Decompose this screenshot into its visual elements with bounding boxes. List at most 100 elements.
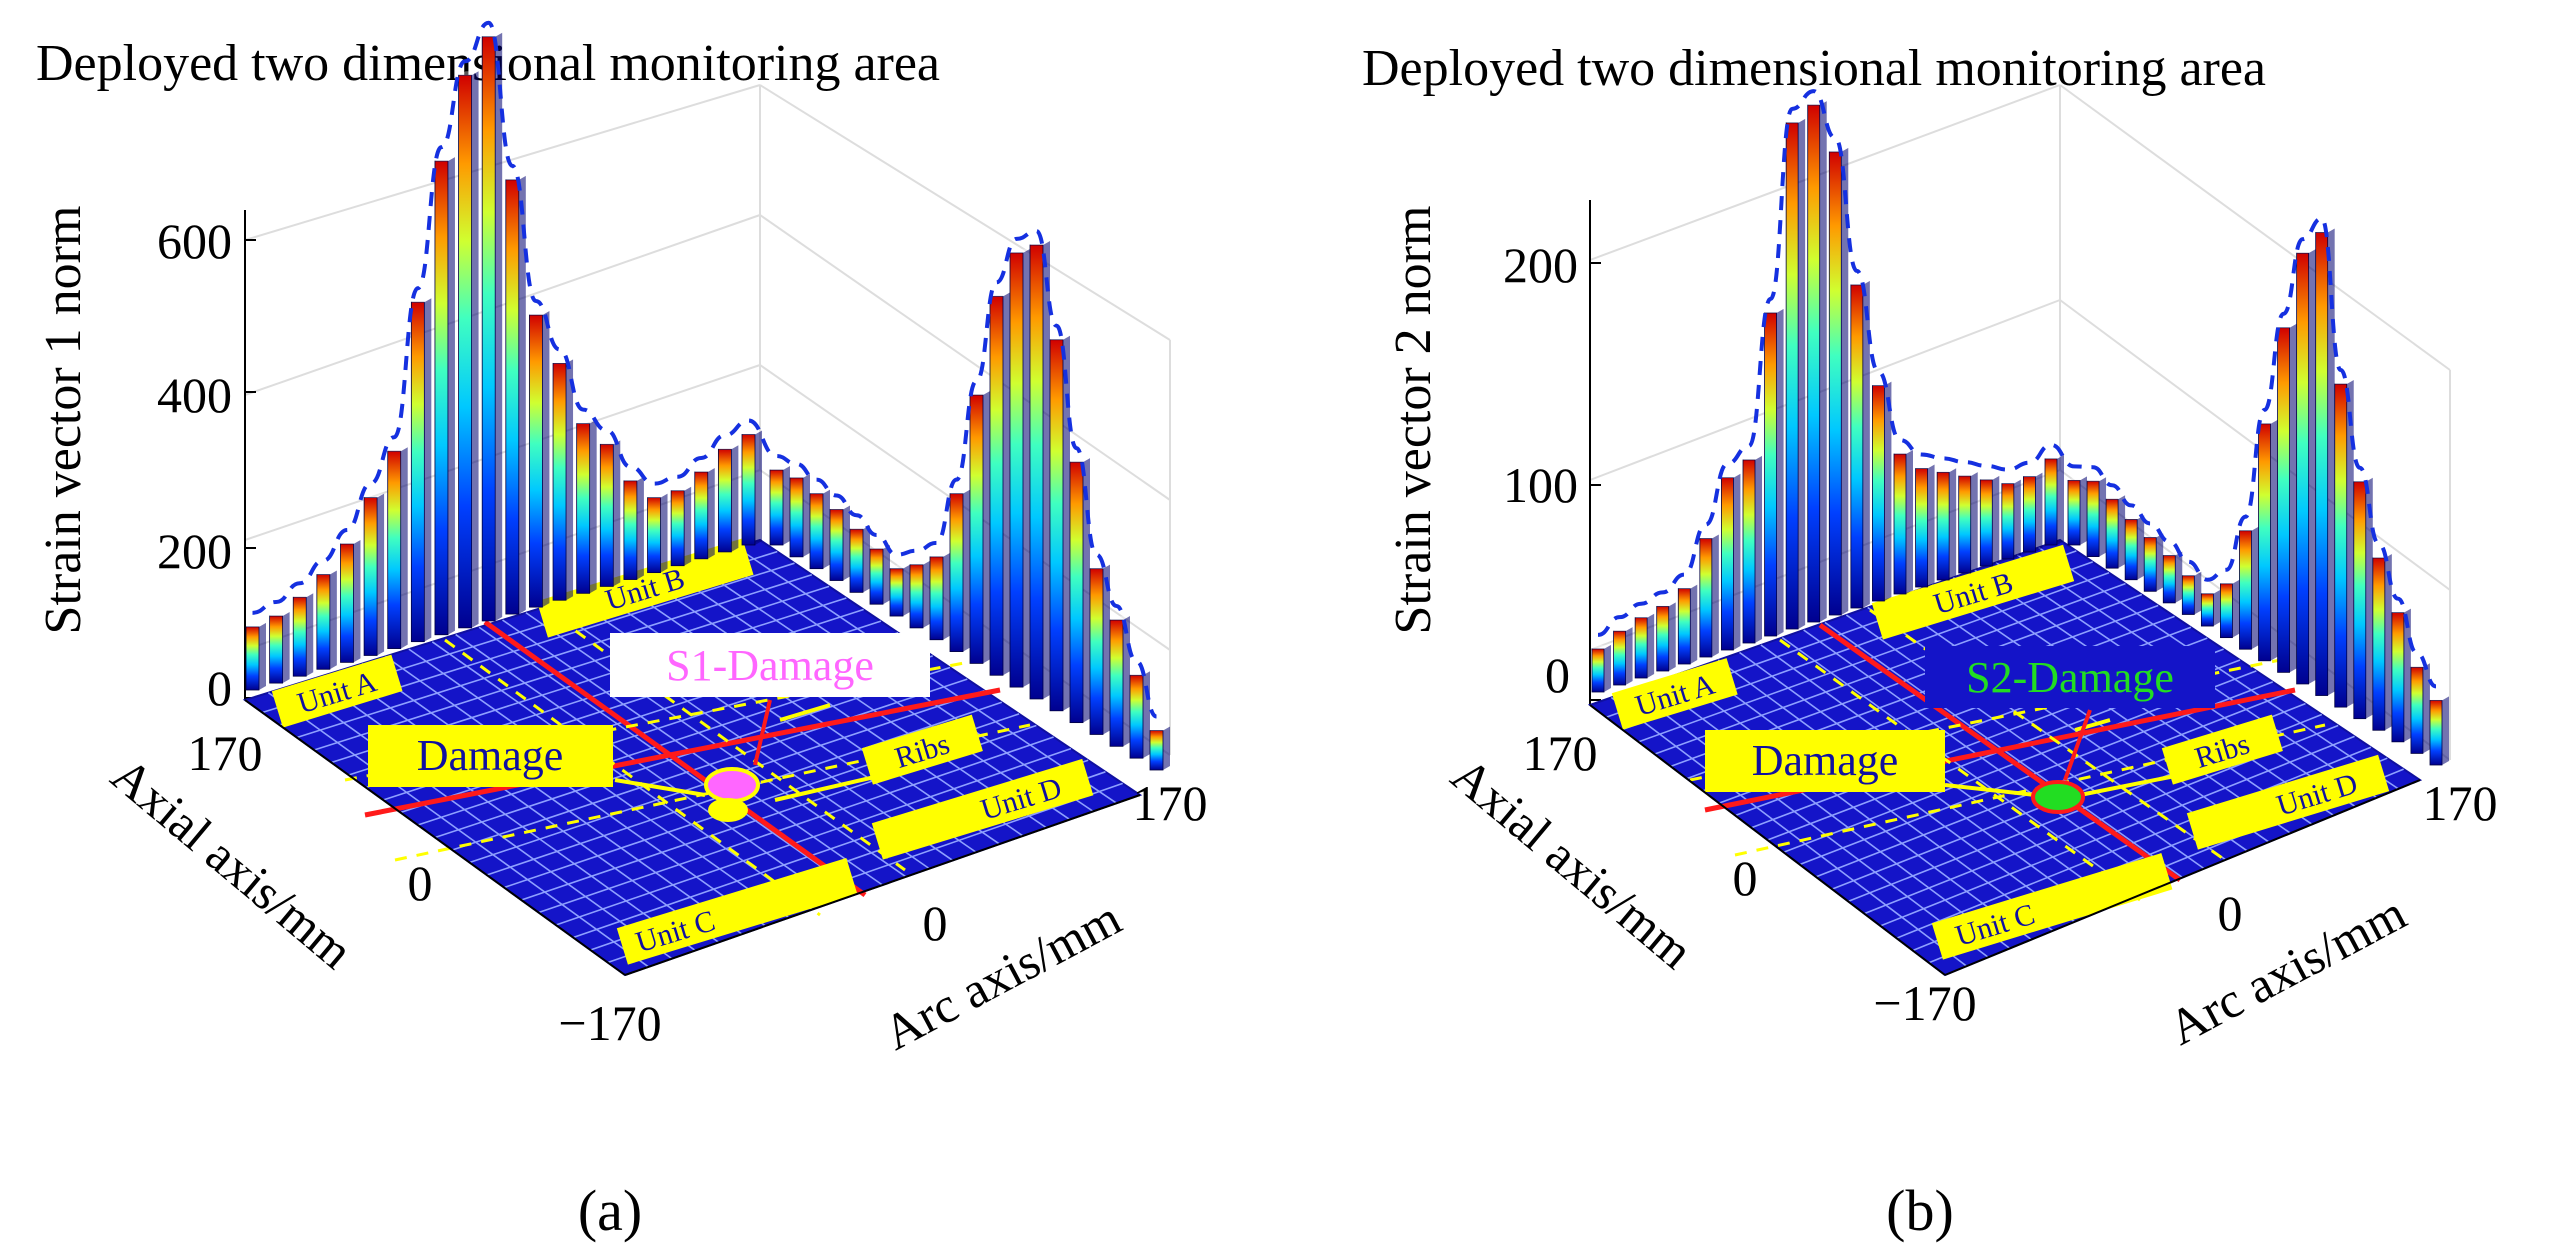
panel-a: Deployed two dimensional monitoring area… — [35, 20, 1208, 1243]
horizontal-axes — [1589, 704, 2421, 976]
z-tick-label: 400 — [157, 367, 232, 423]
bar — [1915, 464, 1935, 588]
damage-label: Damage — [1752, 736, 1899, 785]
bar — [1807, 101, 1827, 623]
bar — [1129, 671, 1150, 759]
bar — [809, 489, 830, 570]
bar — [1029, 241, 1050, 700]
bar — [949, 489, 970, 652]
bar — [889, 564, 910, 617]
z-tick-label: 200 — [1503, 237, 1578, 293]
bar — [2001, 479, 2021, 560]
bar — [2220, 579, 2240, 639]
bar — [2277, 323, 2297, 673]
chart-title: Deployed two dimensional monitoring area — [1362, 40, 2266, 97]
bar — [1149, 726, 1170, 771]
bar — [670, 486, 692, 567]
arc-axis-title: Arc axis/mm — [874, 889, 1130, 1060]
bar — [1742, 455, 1762, 644]
bar — [2258, 419, 2278, 662]
z-axis: 0 100 200 Strain vector 2 norm — [1385, 200, 1601, 705]
pointer-arrows — [1944, 709, 2206, 797]
bar — [481, 32, 503, 622]
z-tick-label: 0 — [207, 660, 232, 716]
bar — [2429, 696, 2449, 766]
bar — [1613, 627, 1633, 686]
bar — [2239, 526, 2259, 650]
bars-a — [245, 32, 1170, 771]
bar — [2067, 476, 2087, 546]
bar — [869, 544, 890, 605]
bar — [717, 445, 739, 553]
bar — [434, 157, 455, 636]
envelope-a — [252, 20, 1158, 719]
bar — [410, 298, 432, 643]
damage-label-box — [1705, 730, 1945, 792]
ribs — [364, 619, 1001, 898]
bar — [2315, 228, 2335, 696]
bar — [340, 539, 361, 663]
bar — [599, 440, 621, 587]
bar — [1936, 468, 1957, 581]
bar — [849, 525, 870, 593]
arc-tick-label: 170 — [1133, 775, 1208, 831]
bar — [2023, 472, 2043, 553]
arc-tick-label: 170 — [2423, 775, 2498, 831]
bars-b — [1591, 101, 2449, 766]
bar — [1850, 280, 1870, 609]
arc-tick-label: 0 — [2218, 885, 2243, 941]
bar — [989, 292, 1010, 676]
bar — [2105, 495, 2126, 569]
bar — [789, 473, 810, 558]
bar — [2181, 571, 2202, 615]
bar — [1634, 613, 1655, 679]
axial-tick-label: −170 — [558, 995, 661, 1051]
bar — [647, 493, 668, 574]
z-axis-title: Strain vector 2 norm — [1385, 206, 1442, 635]
bar — [929, 552, 950, 641]
panel-label: (b) — [1886, 1178, 1954, 1243]
envelope-b — [1597, 89, 2437, 689]
bar — [2296, 249, 2316, 685]
damage-marker — [704, 767, 760, 803]
bar — [1656, 602, 1676, 672]
z-tick-label: 100 — [1503, 457, 1578, 513]
bar — [1958, 472, 1978, 574]
sensor-label-box — [1925, 646, 2215, 708]
bar — [552, 359, 574, 601]
bar — [458, 71, 479, 629]
bar — [1591, 644, 1611, 693]
axial-axis-title: Axial axis/mm — [101, 746, 364, 979]
bar — [2086, 477, 2107, 557]
zone-labels: Unit A Unit B Unit C Unit D Ribs Damage … — [271, 538, 1094, 965]
bar — [1893, 450, 1913, 595]
bar — [245, 622, 266, 691]
bar — [1785, 118, 1806, 630]
bar — [2124, 515, 2145, 581]
z-tick-label: 600 — [157, 213, 232, 269]
bar — [2143, 533, 2164, 592]
axial-tick-label: 170 — [1523, 725, 1598, 781]
bar — [2353, 477, 2373, 720]
bar — [1699, 534, 1719, 658]
axial-tick-label: 0 — [408, 855, 433, 911]
bar — [1009, 248, 1030, 688]
sensor-label-box — [610, 633, 930, 697]
bar — [741, 430, 762, 546]
axial-tick-label: 170 — [188, 725, 263, 781]
pointer-arrows — [614, 699, 906, 802]
axial-tick-label: −170 — [1873, 975, 1976, 1031]
sensor-label: S1-Damage — [666, 641, 874, 690]
bar — [505, 175, 526, 615]
z-axis: 0 200 400 600 Strain vector 1 norm — [35, 206, 256, 716]
axial-tick-label: 0 — [1733, 850, 1758, 906]
bar — [576, 419, 597, 594]
bar — [1828, 147, 1849, 616]
bar — [2162, 551, 2183, 604]
bar — [1872, 381, 1892, 602]
bar — [969, 391, 990, 664]
bar — [316, 570, 337, 670]
bar — [1721, 473, 1741, 651]
damage-marker-base — [708, 798, 748, 822]
